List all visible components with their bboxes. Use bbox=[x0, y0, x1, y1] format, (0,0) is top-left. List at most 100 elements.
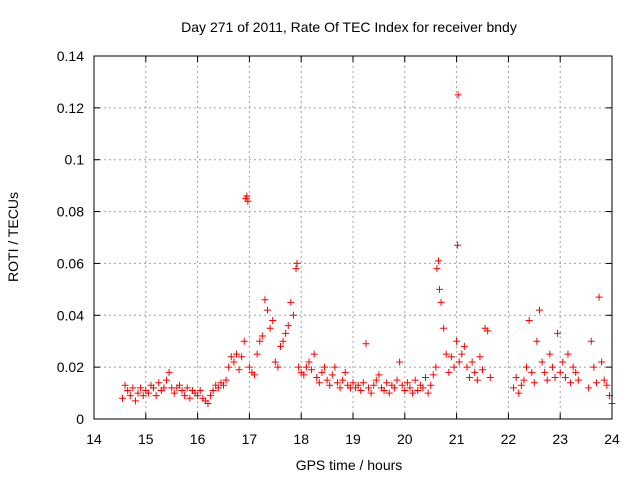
y-tick-label: 0.1 bbox=[65, 152, 85, 168]
data-point bbox=[479, 366, 486, 374]
data-point bbox=[528, 368, 536, 376]
data-point bbox=[204, 399, 212, 407]
data-point bbox=[232, 350, 240, 358]
data-point bbox=[308, 366, 316, 374]
data-point bbox=[253, 350, 261, 358]
data-point bbox=[393, 376, 401, 384]
data-point bbox=[323, 376, 331, 384]
data-point bbox=[512, 374, 520, 382]
y-axis-label: ROTI / TECUs bbox=[5, 192, 21, 282]
data-point bbox=[541, 368, 549, 376]
x-tick-label: 20 bbox=[397, 431, 413, 447]
data-point bbox=[432, 363, 440, 371]
data-point bbox=[282, 329, 290, 337]
data-point bbox=[315, 379, 323, 387]
data-point bbox=[160, 384, 168, 392]
data-point bbox=[453, 337, 461, 345]
data-point bbox=[155, 379, 163, 387]
data-point bbox=[328, 371, 336, 379]
data-point bbox=[293, 259, 301, 267]
data-point bbox=[295, 363, 303, 371]
x-tick-label: 17 bbox=[242, 431, 258, 447]
data-point bbox=[454, 241, 462, 249]
data-point bbox=[429, 371, 437, 379]
data-point bbox=[214, 384, 222, 392]
data-point bbox=[220, 381, 227, 389]
data-point bbox=[538, 358, 546, 366]
data-point bbox=[486, 374, 494, 382]
data-point bbox=[131, 397, 139, 405]
data-point bbox=[251, 371, 259, 379]
data-point bbox=[271, 358, 279, 366]
data-point bbox=[175, 381, 183, 389]
data-point bbox=[186, 394, 194, 402]
data-point bbox=[440, 324, 448, 332]
data-point bbox=[468, 358, 476, 366]
data-point bbox=[520, 376, 528, 384]
data-point bbox=[230, 358, 238, 366]
data-point bbox=[235, 366, 243, 374]
data-point bbox=[139, 392, 147, 400]
data-point bbox=[349, 379, 357, 387]
data-point bbox=[510, 384, 518, 392]
data-point bbox=[331, 363, 339, 371]
data-point bbox=[170, 389, 178, 397]
data-point bbox=[454, 91, 462, 99]
data-point bbox=[598, 358, 606, 366]
data-point bbox=[194, 392, 202, 400]
y-tick-label: 0 bbox=[76, 411, 84, 427]
data-point bbox=[118, 394, 126, 402]
data-point bbox=[225, 363, 233, 371]
x-tick-label: 16 bbox=[190, 431, 206, 447]
data-point bbox=[274, 363, 282, 371]
x-tick-label: 21 bbox=[449, 431, 465, 447]
data-point bbox=[600, 376, 608, 384]
data-point bbox=[326, 381, 334, 389]
data-point bbox=[300, 371, 308, 379]
data-point bbox=[437, 298, 445, 306]
data-point bbox=[476, 353, 484, 361]
data-point bbox=[245, 363, 253, 371]
data-point bbox=[284, 322, 292, 330]
x-axis-label: GPS time / hours bbox=[296, 457, 403, 473]
data-point bbox=[227, 353, 235, 361]
x-tick-label: 22 bbox=[501, 431, 517, 447]
data-point bbox=[548, 363, 556, 371]
data-point bbox=[244, 197, 252, 205]
y-tick-label: 0.14 bbox=[57, 48, 84, 64]
data-point bbox=[447, 353, 455, 361]
data-point bbox=[585, 384, 593, 392]
data-point bbox=[321, 363, 329, 371]
data-point bbox=[313, 374, 321, 382]
x-tick-label: 18 bbox=[293, 431, 309, 447]
data-point bbox=[572, 368, 580, 376]
data-point bbox=[414, 386, 422, 394]
data-point bbox=[302, 363, 310, 371]
data-point bbox=[310, 350, 318, 358]
data-point bbox=[287, 298, 295, 306]
data-point bbox=[396, 358, 404, 366]
grid-lines bbox=[94, 56, 612, 419]
y-tick-label: 0.06 bbox=[57, 255, 84, 271]
data-points bbox=[118, 91, 616, 407]
data-point bbox=[554, 329, 562, 337]
data-point bbox=[240, 337, 248, 345]
data-point bbox=[222, 376, 230, 384]
data-point bbox=[460, 342, 468, 350]
data-point bbox=[178, 386, 186, 394]
data-point bbox=[339, 376, 347, 384]
y-tick-label: 0.12 bbox=[57, 100, 84, 116]
data-point bbox=[530, 379, 538, 387]
data-point bbox=[238, 353, 246, 361]
data-point bbox=[455, 358, 463, 366]
x-tick-label: 23 bbox=[552, 431, 568, 447]
data-point bbox=[336, 384, 344, 392]
data-point bbox=[375, 371, 383, 379]
data-point bbox=[590, 363, 598, 371]
y-tick-label: 0.08 bbox=[57, 204, 84, 220]
chart-title: Day 271 of 2011, Rate Of TEC Index for r… bbox=[181, 19, 517, 35]
data-point bbox=[574, 376, 582, 384]
data-point bbox=[517, 381, 525, 389]
data-point bbox=[134, 389, 142, 397]
data-point bbox=[256, 337, 264, 345]
